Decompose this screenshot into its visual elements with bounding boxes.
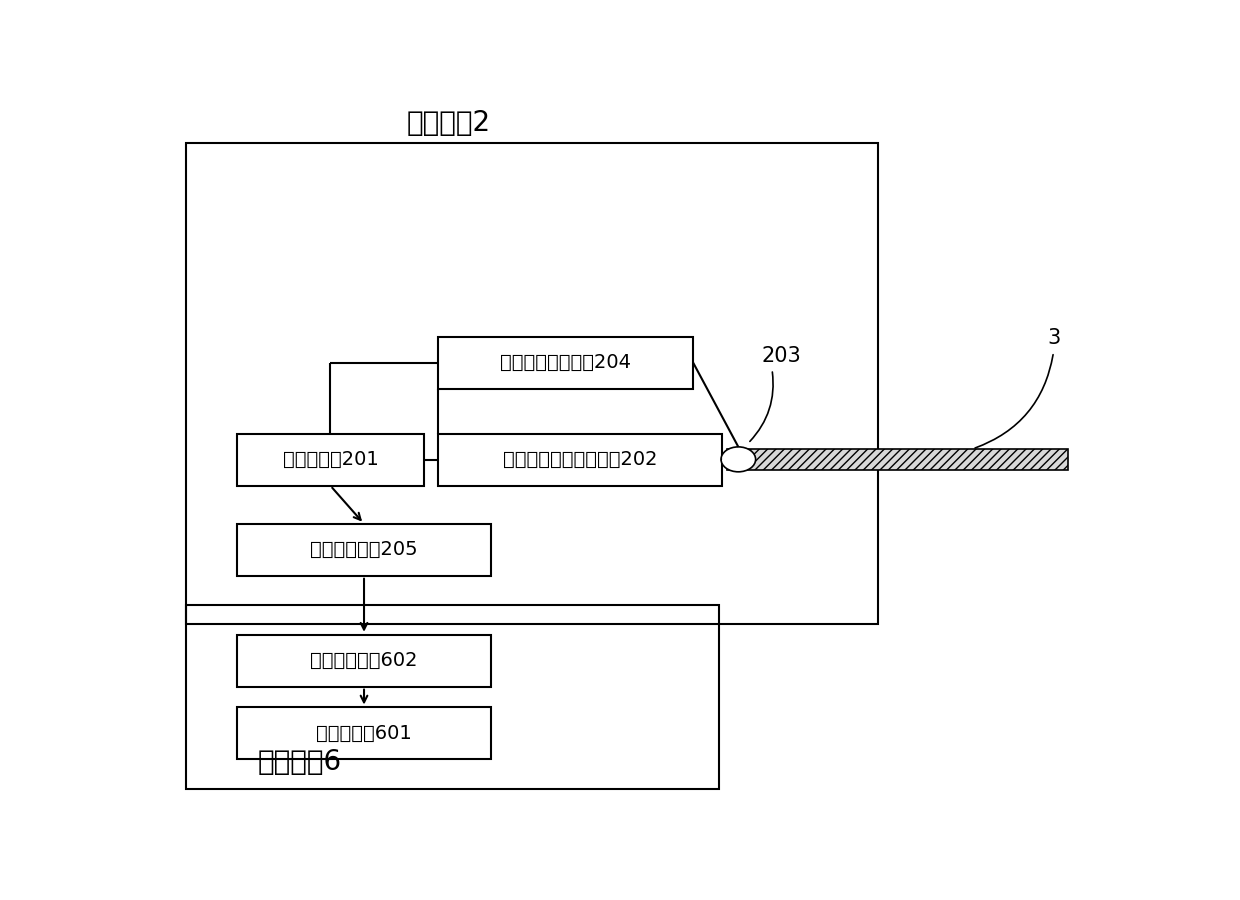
Text: 第一接收放大模块204: 第一接收放大模块204 — [500, 353, 631, 373]
FancyBboxPatch shape — [237, 434, 424, 486]
FancyBboxPatch shape — [237, 524, 491, 576]
FancyBboxPatch shape — [237, 634, 491, 687]
FancyBboxPatch shape — [237, 707, 491, 760]
Text: 第一通信模块205: 第一通信模块205 — [310, 540, 418, 559]
Text: 203: 203 — [761, 346, 801, 365]
Text: 3: 3 — [1047, 328, 1060, 348]
Text: 主控单元6: 主控单元6 — [258, 748, 342, 776]
Circle shape — [720, 447, 755, 472]
Text: 第二通信模块602: 第二通信模块602 — [310, 652, 418, 670]
Text: 测量单元2: 测量单元2 — [407, 109, 491, 137]
Text: 第二处理器601: 第二处理器601 — [316, 724, 412, 742]
FancyBboxPatch shape — [727, 449, 1068, 470]
FancyBboxPatch shape — [439, 337, 693, 389]
Text: 第一处理器201: 第一处理器201 — [283, 450, 378, 469]
FancyBboxPatch shape — [439, 434, 722, 486]
Text: 第一激励脉冲电路模块202: 第一激励脉冲电路模块202 — [503, 450, 657, 469]
